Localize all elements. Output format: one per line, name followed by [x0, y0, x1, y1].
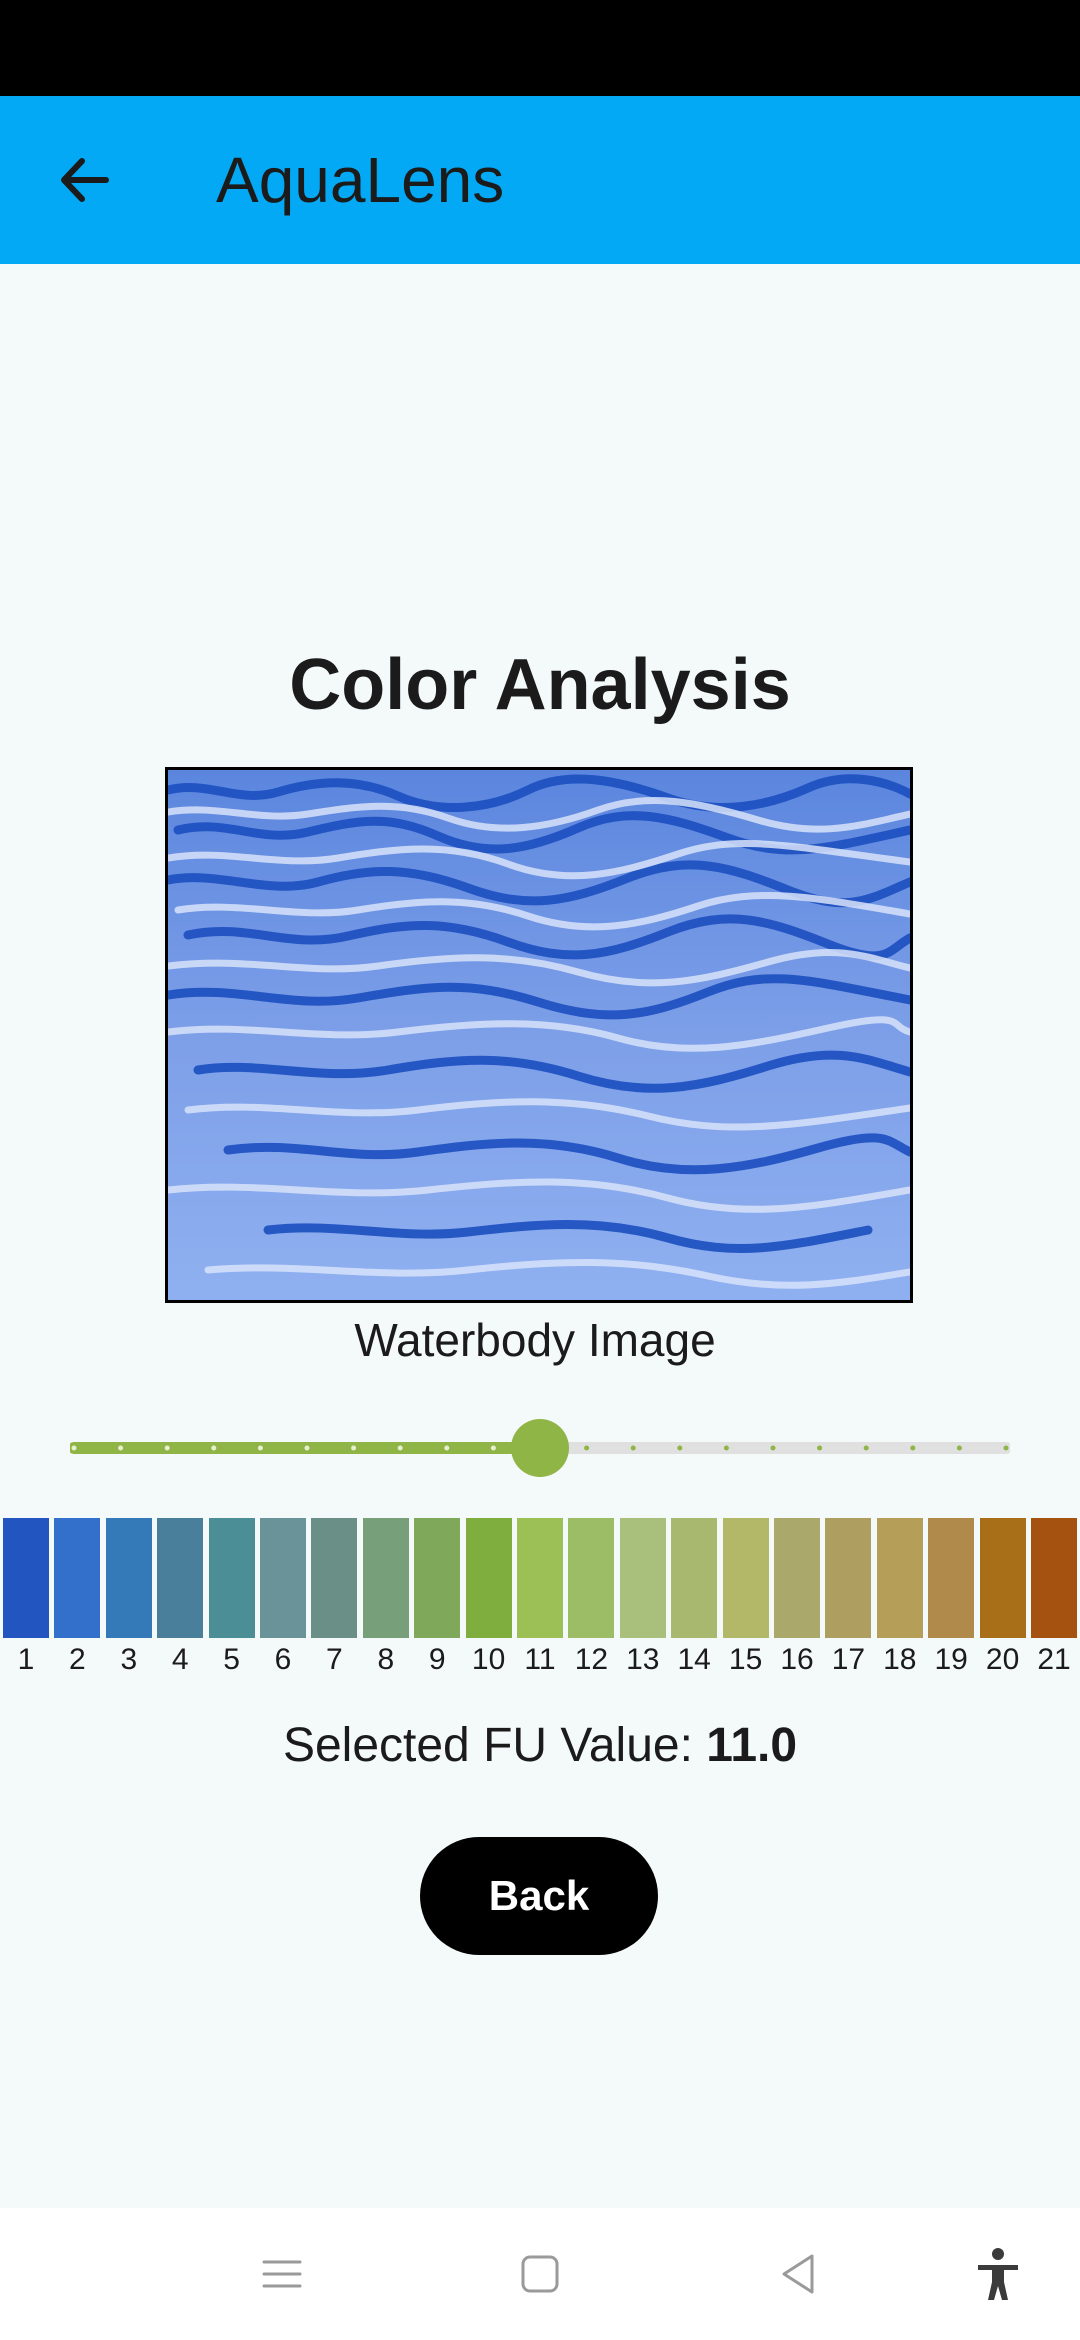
fu-swatch-label: 3 [120, 1643, 138, 1676]
fu-swatch-14 [671, 1518, 718, 1638]
selected-fu-value: 11.0 [706, 1719, 798, 1772]
fu-swatch-label: 13 [626, 1643, 660, 1676]
fu-swatch-label: 9 [428, 1643, 446, 1676]
selected-fu-text: Selected FU Value: 11.0 [0, 1714, 1080, 1778]
fu-swatch-12 [568, 1518, 615, 1638]
fu-swatch-7 [311, 1518, 358, 1638]
home-square-icon[interactable] [510, 2244, 570, 2304]
slider-tick [956, 1445, 962, 1451]
system-nav-bar [0, 2208, 1080, 2340]
fu-swatch-3 [105, 1518, 152, 1638]
fu-swatch-label: 15 [728, 1643, 763, 1676]
fu-swatch-18 [876, 1518, 923, 1638]
fu-swatch-17 [825, 1518, 872, 1638]
image-caption: Waterbody Image [354, 1314, 716, 1366]
slider-tick [677, 1445, 683, 1451]
back-triangle-icon[interactable] [768, 2244, 828, 2304]
slider-tick [304, 1445, 310, 1451]
fu-swatch-label: 5 [223, 1643, 240, 1676]
fu-swatch-label: 1 [17, 1643, 35, 1676]
fu-swatch-13 [619, 1518, 666, 1638]
app-title: AquaLens [216, 144, 505, 216]
fu-swatch-2 [54, 1518, 101, 1638]
fu-swatch-6 [260, 1518, 306, 1638]
fu-swatch-label: 18 [883, 1643, 917, 1676]
slider-tick [397, 1445, 403, 1451]
fu-swatch-label: 11 [524, 1643, 556, 1676]
fu-swatch-label: 17 [831, 1643, 866, 1676]
fu-swatch-10 [465, 1518, 512, 1638]
forel-ule-scale-labels: 1 2 3 4 5 6 7 8 9 10 11 12 13 14 15 16 17 18 19 20 21 [0, 1640, 1080, 1680]
fu-swatch-5 [208, 1518, 255, 1638]
slider-tick [1003, 1445, 1009, 1451]
fu-swatch-label: 4 [171, 1643, 189, 1676]
slider-tick [444, 1445, 450, 1451]
slider-tick [490, 1445, 496, 1451]
fu-swatch-label: 14 [677, 1643, 711, 1676]
slider-tick [630, 1445, 636, 1451]
fu-swatch-15 [722, 1518, 769, 1638]
fu-swatch-label: 21 [1037, 1643, 1071, 1676]
fu-swatch-11 [517, 1518, 563, 1638]
fu-swatch-label: 16 [780, 1643, 814, 1676]
slider-tick [723, 1445, 729, 1451]
fu-swatch-20 [979, 1518, 1026, 1638]
slider-tick [164, 1445, 170, 1451]
slider-tick [118, 1445, 124, 1451]
slider-tick [351, 1445, 357, 1451]
fu-swatch-4 [157, 1518, 204, 1638]
fu-swatch-21 [1031, 1518, 1077, 1638]
slider-tick [817, 1445, 823, 1451]
fu-swatch-16 [774, 1518, 820, 1638]
fu-swatch-label: 6 [274, 1643, 292, 1676]
forel-ule-color-scale [0, 1518, 1080, 1640]
menu-icon[interactable] [252, 2244, 312, 2304]
selected-fu-label: Selected FU Value: [282, 1719, 693, 1772]
fu-swatch-label: 7 [326, 1643, 343, 1676]
fu-swatch-8 [362, 1518, 409, 1638]
fu-slider[interactable] [70, 1418, 1010, 1478]
page-title: Color Analysis [289, 645, 791, 725]
slider-tick [211, 1445, 217, 1451]
slider-tick [71, 1445, 77, 1451]
slider-tick [863, 1445, 869, 1451]
fu-swatch-label: 8 [377, 1643, 395, 1676]
slider-tick [584, 1445, 590, 1451]
slider-tick [770, 1445, 776, 1451]
slider-tick [257, 1445, 263, 1451]
slider-thumb [511, 1419, 569, 1477]
fu-swatch-label: 19 [934, 1643, 968, 1676]
fu-swatch-1 [3, 1518, 49, 1638]
slider-tick [910, 1445, 916, 1451]
accessibility-icon[interactable] [968, 2244, 1028, 2304]
fu-swatch-label: 20 [985, 1643, 1020, 1676]
fu-swatch-label: 12 [574, 1643, 609, 1676]
fu-swatch-9 [414, 1518, 461, 1638]
fu-swatch-label: 10 [471, 1643, 506, 1676]
app-bar: AquaLens [0, 96, 1080, 264]
status-bar [0, 0, 1080, 96]
arrow-left-icon[interactable] [48, 144, 120, 216]
waterbody-image [165, 767, 913, 1303]
fu-swatch-label: 2 [69, 1643, 86, 1676]
fu-swatch-19 [928, 1518, 975, 1638]
back-button[interactable]: Back [420, 1837, 658, 1955]
